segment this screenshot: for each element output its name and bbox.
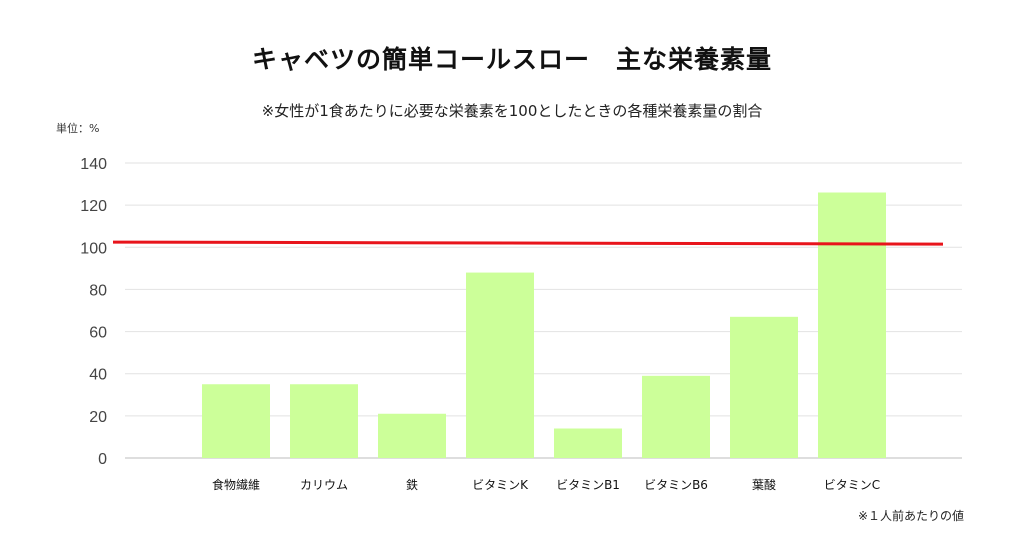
y-tick-label: 140 bbox=[80, 156, 107, 173]
bar bbox=[642, 375, 710, 458]
y-tick-label: 80 bbox=[89, 282, 107, 299]
x-tick-label: カリウム bbox=[300, 478, 348, 492]
y-tick-label: 100 bbox=[80, 240, 107, 257]
y-tick-label: 0 bbox=[98, 451, 107, 468]
x-tick-label: ビタミンB6 bbox=[644, 478, 708, 492]
x-tick-label: 葉酸 bbox=[752, 477, 776, 492]
bar bbox=[818, 192, 886, 458]
y-tick-label: 120 bbox=[80, 198, 107, 215]
bar bbox=[730, 316, 798, 458]
chart-title: キャベツの簡単コールスロー 主な栄養素量 bbox=[251, 45, 772, 74]
x-tick-label: ビタミンK bbox=[472, 478, 529, 492]
footnote: ※１人前あたりの値 bbox=[857, 509, 964, 523]
bar bbox=[554, 428, 622, 458]
chart-subtitle: ※女性が1食あたりに必要な栄養素を100としたときの各種栄養素量の割合 bbox=[261, 102, 763, 120]
bar bbox=[378, 413, 446, 458]
y-axis-unit-label: 単位：% bbox=[56, 122, 100, 135]
x-tick-label: 鉄 bbox=[406, 477, 418, 492]
y-tick-label: 60 bbox=[89, 325, 107, 342]
reference-line bbox=[112, 240, 944, 246]
x-tick-label: ビタミンB1 bbox=[556, 478, 620, 492]
bar bbox=[466, 272, 534, 458]
y-tick-label: 40 bbox=[89, 367, 107, 384]
y-tick-label: 20 bbox=[89, 409, 107, 426]
bar bbox=[202, 384, 270, 458]
x-tick-label: 食物繊維 bbox=[212, 477, 260, 492]
bar bbox=[290, 384, 358, 458]
x-tick-label: ビタミンC bbox=[824, 478, 880, 492]
